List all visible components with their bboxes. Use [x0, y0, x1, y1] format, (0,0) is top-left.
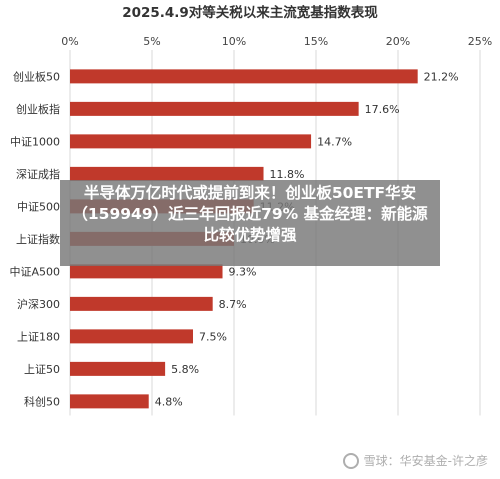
category-label: 上证50: [24, 363, 60, 376]
value-label: 7.5%: [199, 330, 227, 343]
value-label: 5.8%: [171, 363, 199, 376]
category-label: 上证180: [17, 330, 60, 343]
value-label: 4.8%: [155, 395, 183, 408]
bar: [70, 166, 264, 181]
bar: [70, 134, 312, 149]
x-tick-label: 20%: [386, 35, 410, 48]
bar: [70, 264, 223, 279]
x-tick-label: 25%: [468, 35, 492, 48]
category-label: 沪深300: [17, 297, 60, 311]
bar: [70, 361, 166, 376]
category-label: 创业板50: [13, 69, 60, 83]
category-label: 科创50: [24, 394, 60, 408]
bar: [70, 296, 213, 311]
headline-overlay[interactable]: 半导体万亿时代或提前到来！创业板50ETF华安（159949）近三年回报近79%…: [60, 180, 440, 266]
value-label: 17.6%: [365, 103, 400, 116]
category-label: 深证成指: [16, 167, 60, 181]
category-label: 中证500: [17, 200, 60, 213]
snowball-logo-icon: [342, 452, 359, 469]
x-tick-label: 10%: [222, 35, 246, 48]
category-label: 中证A500: [9, 265, 60, 278]
x-tick-label: 15%: [304, 35, 328, 48]
x-tick-label: 5%: [143, 35, 160, 48]
value-label: 14.7%: [317, 135, 352, 148]
bar: [70, 329, 193, 344]
watermark-text: 雪球：华安基金-许之彦: [363, 454, 488, 468]
watermark: 雪球：华安基金-许之彦: [342, 452, 488, 469]
value-label: 11.8%: [270, 168, 305, 181]
value-label: 9.3%: [229, 265, 257, 278]
category-label: 上证指数: [16, 232, 60, 246]
value-label: 21.2%: [424, 70, 459, 83]
chart-title: 2025.4.9对等关税以来主流宽基指数表现: [122, 4, 378, 21]
category-label: 中证1000: [10, 135, 60, 148]
x-tick-label: 0%: [61, 35, 78, 48]
category-label: 创业板指: [16, 102, 60, 116]
bar: [70, 69, 418, 84]
bar: [70, 101, 359, 116]
bar: [70, 394, 149, 409]
value-label: 8.7%: [219, 298, 247, 311]
